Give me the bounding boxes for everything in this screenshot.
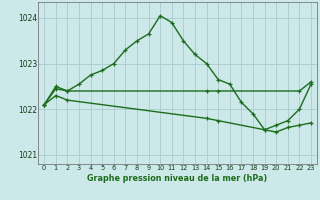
X-axis label: Graphe pression niveau de la mer (hPa): Graphe pression niveau de la mer (hPa) (87, 174, 268, 183)
